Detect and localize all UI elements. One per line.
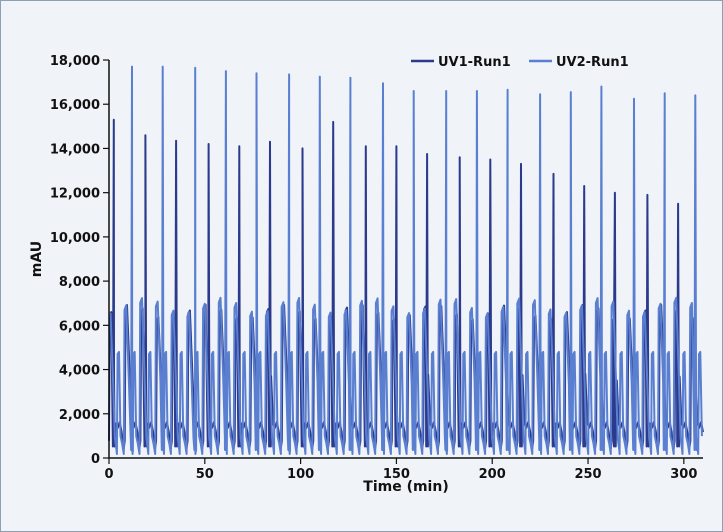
legend-label-uv1: UV1-Run1 — [438, 55, 511, 70]
y-tick-label: 6,000 — [59, 319, 100, 334]
legend: UV1-Run1 UV2-Run1 — [411, 55, 629, 70]
y-tick-label: 14,000 — [50, 142, 100, 157]
y-tick-label: 4,000 — [59, 364, 100, 379]
y-tick-label: 16,000 — [50, 98, 100, 113]
series-line-uv2 — [109, 65, 703, 455]
series-lines — [108, 65, 704, 455]
x-tick-label: 150 — [383, 467, 410, 482]
x-tick-label: 300 — [670, 467, 697, 482]
x-ticks: 0 50 100 150 200 250 300 — [104, 458, 697, 482]
y-tick-label: 12,000 — [50, 187, 100, 202]
y-tick-label: 18,000 — [50, 54, 100, 69]
y-tick-label: 2,000 — [59, 408, 100, 423]
legend-label-uv2: UV2-Run1 — [556, 55, 629, 70]
x-tick-label: 0 — [104, 467, 113, 482]
y-axis-title: mAU — [29, 241, 45, 277]
x-axis-title: Time (min) — [363, 479, 448, 495]
x-tick-label: 250 — [574, 467, 601, 482]
y-ticks: 0 2,000 4,000 6,000 8,000 10,000 12,000 14,000 1… — [50, 54, 109, 467]
x-tick-label: 50 — [196, 467, 214, 482]
x-tick-label: 100 — [287, 467, 314, 482]
y-tick-label: 0 — [91, 452, 100, 467]
y-tick-label: 10,000 — [50, 231, 100, 246]
x-tick-label: 200 — [479, 467, 506, 482]
y-tick-label: 8,000 — [59, 275, 100, 290]
